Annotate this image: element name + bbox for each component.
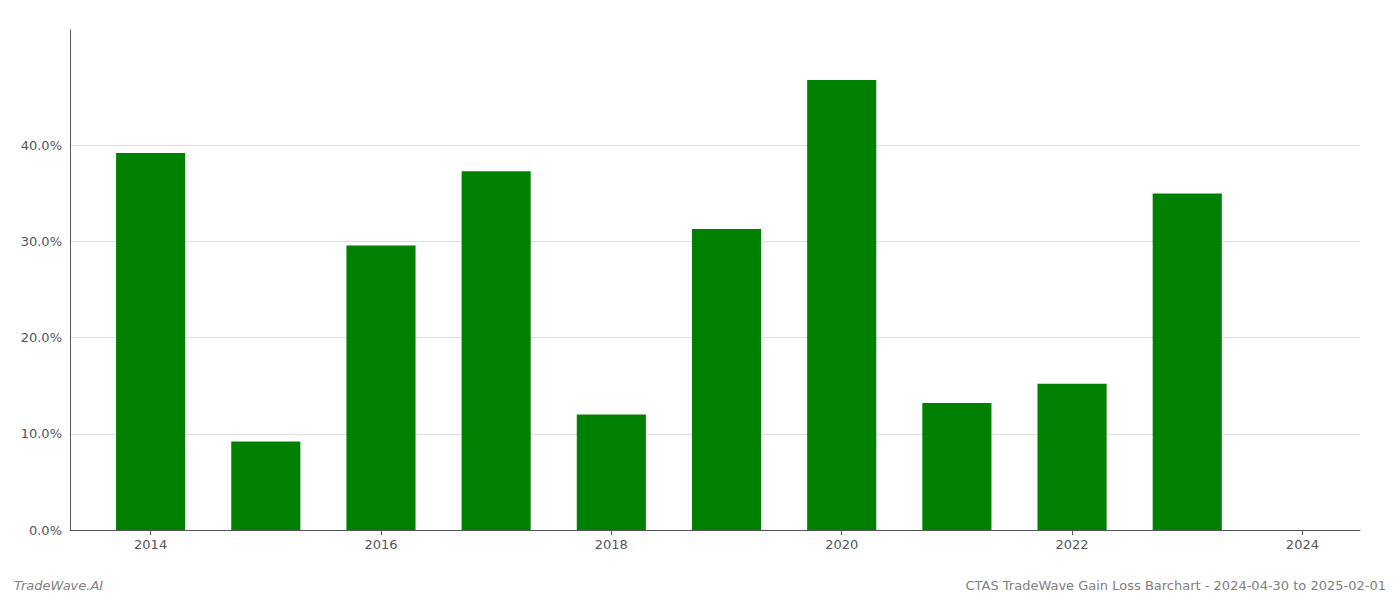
svg-text:40.0%: 40.0%: [21, 138, 62, 153]
svg-text:30.0%: 30.0%: [21, 234, 62, 249]
svg-text:2016: 2016: [364, 537, 397, 552]
svg-text:0.0%: 0.0%: [29, 523, 62, 538]
svg-text:20.0%: 20.0%: [21, 330, 62, 345]
svg-text:2020: 2020: [825, 537, 858, 552]
svg-text:2018: 2018: [595, 537, 628, 552]
svg-text:TradeWave.AI: TradeWave.AI: [14, 578, 103, 593]
svg-text:CTAS TradeWave Gain Loss Barch: CTAS TradeWave Gain Loss Barchart - 2024…: [966, 578, 1386, 593]
svg-text:10.0%: 10.0%: [21, 426, 62, 441]
svg-text:2022: 2022: [1056, 537, 1089, 552]
svg-text:2014: 2014: [134, 537, 167, 552]
svg-text:2024: 2024: [1286, 537, 1319, 552]
